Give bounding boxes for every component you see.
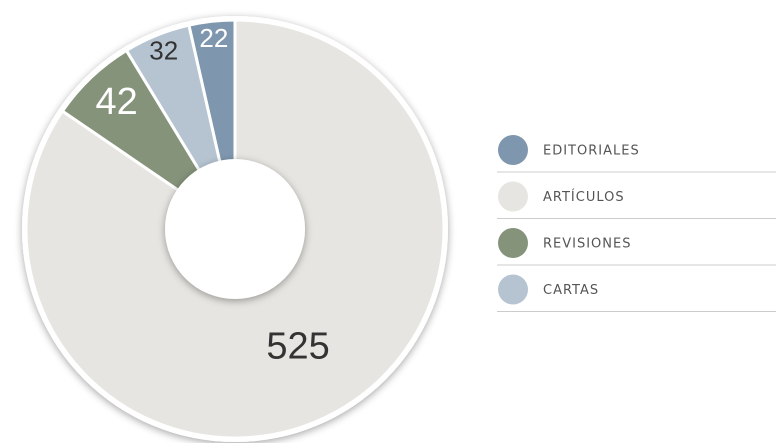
slice-labels: 22 525 42 32 [96,23,330,367]
slice-label: 42 [96,81,138,123]
slice-label: 525 [266,325,329,367]
donut [22,16,448,442]
legend-label: ARTÍCULOS [543,189,625,205]
legend-swatch [498,274,528,305]
donut-hole [165,159,305,299]
legend-swatch [498,135,528,165]
legend-label: CARTAS [543,283,599,298]
slice-label: 22 [199,23,228,53]
legend-label: REVISIONES [543,237,631,252]
legend-label: EDITORIALES [543,144,640,159]
legend-swatch [498,228,528,258]
legend: EDITORIALES ARTÍCULOS REVISIONES CARTAS [497,135,776,312]
slice-label: 32 [149,36,178,66]
legend-swatch [498,181,528,212]
